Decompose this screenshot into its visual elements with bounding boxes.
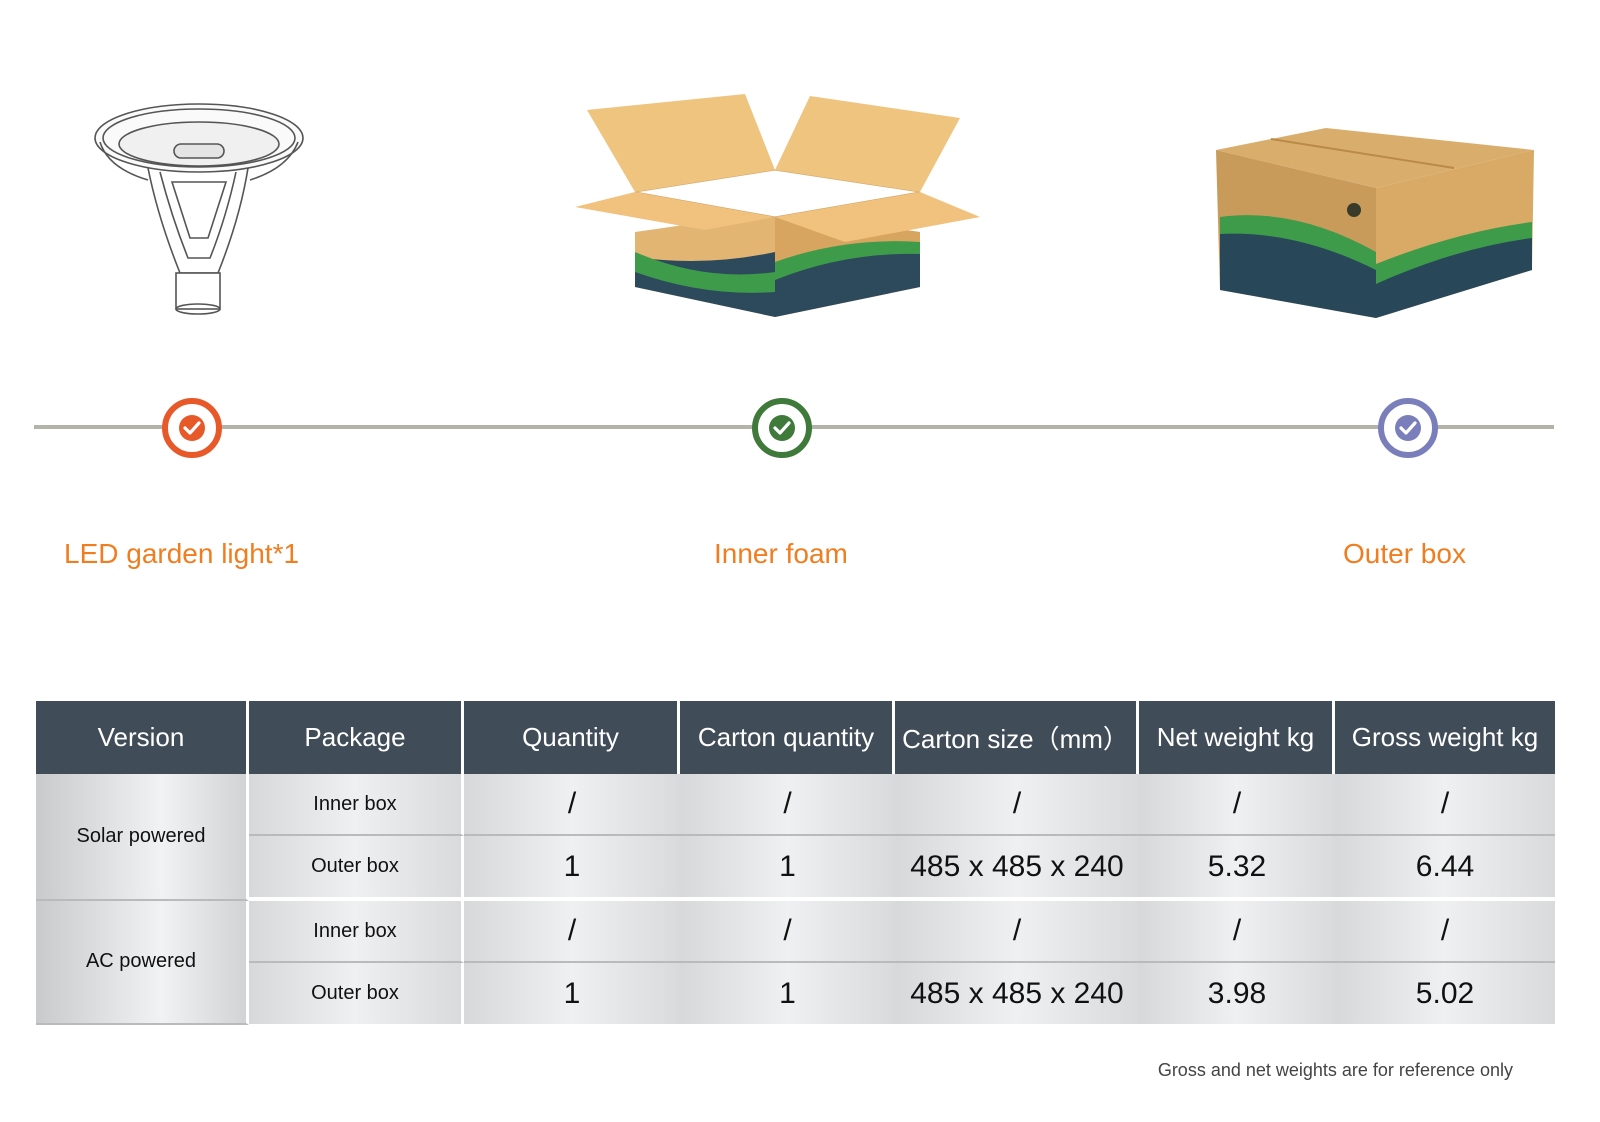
carton-quantity-cell: / bbox=[680, 774, 895, 837]
header-net-weight: Net weight kg bbox=[1139, 701, 1335, 774]
header-package: Package bbox=[249, 701, 464, 774]
carton-size-cell: 485 x 485 x 240 bbox=[895, 963, 1139, 1025]
carton-size-cell: / bbox=[895, 774, 1139, 837]
weight-footnote: Gross and net weights are for reference … bbox=[1157, 1060, 1513, 1080]
check-icon bbox=[1395, 415, 1421, 441]
table-row: Solar powered Inner box / / / / / bbox=[36, 774, 1555, 901]
carton-quantity-cell: 1 bbox=[680, 963, 895, 1025]
step-1-label: LED garden light*1 bbox=[64, 538, 300, 569]
gross-weight-cell: 6.44 bbox=[1335, 836, 1555, 901]
package-cell: Outer box bbox=[249, 963, 464, 1025]
led-garden-light-drawing bbox=[94, 103, 304, 315]
table-row: Outer box 1 1 485 x 485 x 240 3.98 5.02 bbox=[36, 963, 1555, 1025]
package-spec-table: Version Package Quantity Carton quantity… bbox=[36, 701, 1555, 1025]
step-1-check bbox=[162, 398, 222, 458]
version-cell: AC powered bbox=[36, 900, 249, 1025]
table-row: Outer box 1 1 485 x 485 x 240 5.32 6.44 bbox=[36, 836, 1555, 901]
open-cardboard-box bbox=[575, 94, 980, 317]
check-icon bbox=[179, 415, 205, 441]
step-3-check bbox=[1378, 398, 1438, 458]
check-icon bbox=[769, 415, 795, 441]
package-cell: Inner box bbox=[249, 900, 464, 964]
quantity-cell: / bbox=[464, 900, 680, 964]
gross-weight-cell: / bbox=[1335, 900, 1555, 964]
quantity-cell: 1 bbox=[464, 963, 680, 1025]
step-2-check bbox=[752, 398, 812, 458]
package-cell: Inner box bbox=[249, 774, 464, 837]
closed-cardboard-box bbox=[1216, 128, 1534, 318]
carton-quantity-cell: / bbox=[680, 900, 895, 964]
gross-weight-cell: / bbox=[1335, 774, 1555, 837]
carton-size-cell: / bbox=[895, 900, 1139, 964]
quantity-cell: 1 bbox=[464, 836, 680, 901]
header-gross-weight: Gross weight kg bbox=[1335, 701, 1555, 774]
header-quantity: Quantity bbox=[464, 701, 680, 774]
carton-quantity-cell: 1 bbox=[680, 836, 895, 901]
quantity-cell: / bbox=[464, 774, 680, 837]
header-version: Version bbox=[36, 701, 249, 774]
net-weight-cell: / bbox=[1139, 900, 1335, 964]
net-weight-cell: 5.32 bbox=[1139, 836, 1335, 901]
net-weight-cell: 3.98 bbox=[1139, 963, 1335, 1025]
package-cell: Outer box bbox=[249, 836, 464, 901]
header-carton-size: Carton size（mm） bbox=[895, 701, 1139, 774]
step-2-label: Inner foam bbox=[714, 538, 848, 569]
table-row: AC powered Inner box / / / / / bbox=[36, 900, 1555, 1025]
table-header-row: Version Package Quantity Carton quantity… bbox=[36, 701, 1555, 774]
version-cell: Solar powered bbox=[36, 774, 249, 901]
header-carton-quantity: Carton quantity bbox=[680, 701, 895, 774]
gross-weight-cell: 5.02 bbox=[1335, 963, 1555, 1025]
carton-size-cell: 485 x 485 x 240 bbox=[895, 836, 1139, 901]
step-3-label: Outer box bbox=[1343, 538, 1466, 569]
net-weight-cell: / bbox=[1139, 774, 1335, 837]
